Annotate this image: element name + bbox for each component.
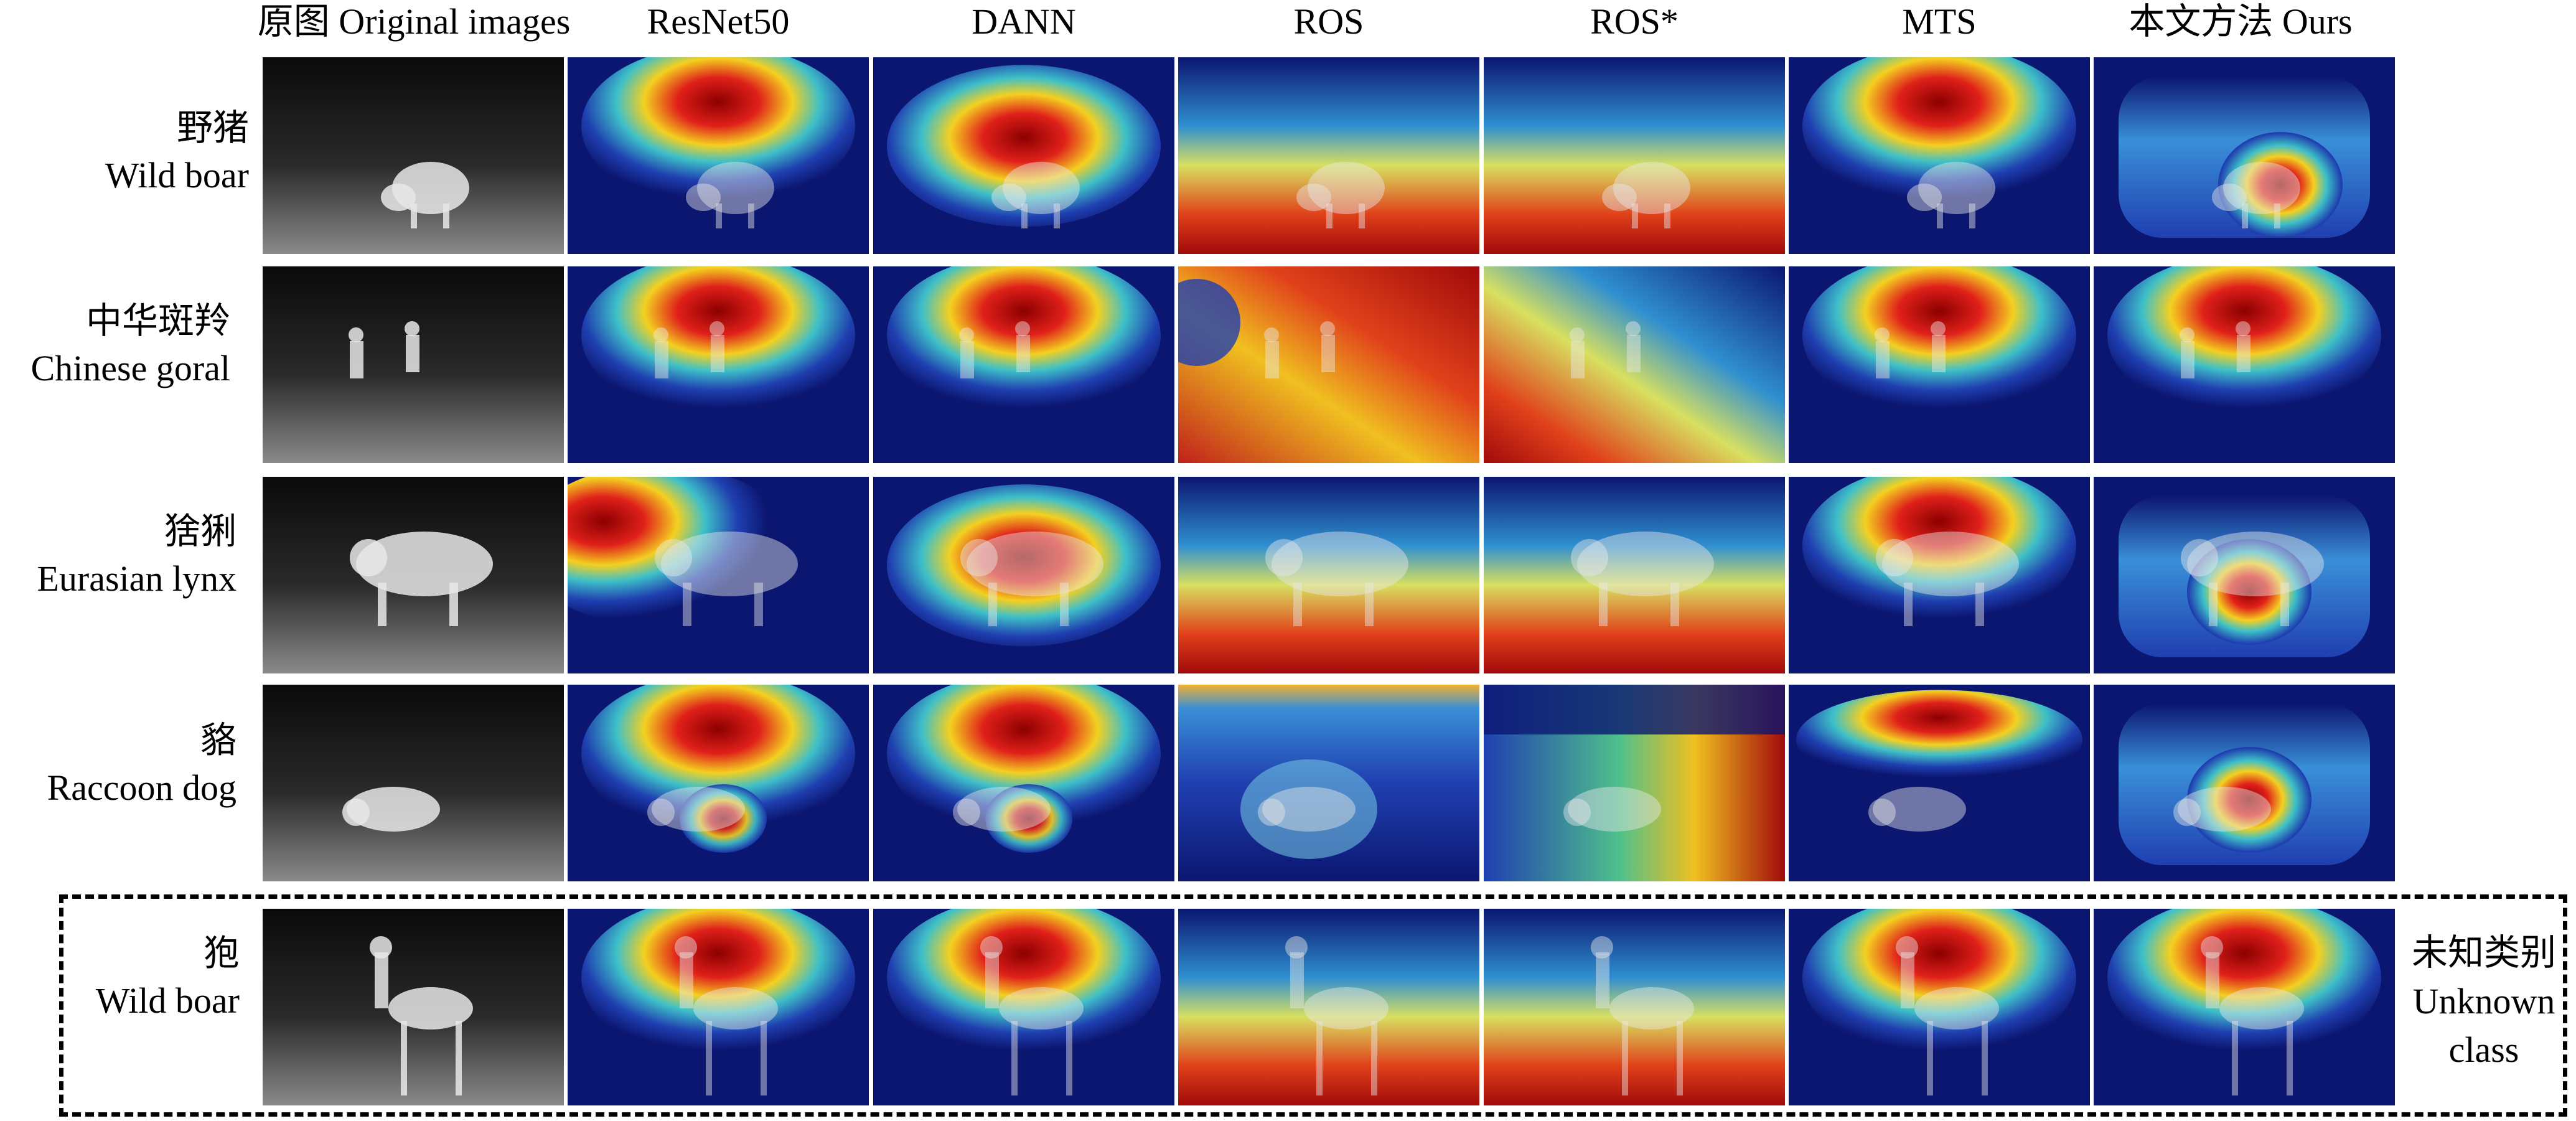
heatmap-graphic [1178, 57, 1479, 254]
original-image-graphic [263, 477, 564, 673]
column-header-dann: DANN [972, 1, 1076, 42]
heatmap-image [568, 266, 869, 463]
heatmap-image [1789, 909, 2090, 1105]
original-image [263, 685, 564, 881]
heatmap-image [2094, 909, 2395, 1105]
heatmap-image [1178, 909, 1479, 1105]
heatmap-graphic [1484, 477, 1785, 673]
heatmap-graphic [2094, 685, 2395, 881]
unknown-class-label: 未知类别 Unknown class [2394, 929, 2574, 1074]
row-label-wild-boar: 野猪 Wild boar [0, 105, 249, 199]
heatmap-graphic [2094, 266, 2395, 463]
row-label-roe-deer: 狍 Wild boar [0, 930, 240, 1025]
heatmap-image [568, 477, 869, 673]
original-image-graphic [263, 909, 564, 1105]
heatmap-graphic [2094, 477, 2395, 673]
heatmap-graphic [568, 57, 869, 254]
heatmap-graphic [1178, 685, 1479, 881]
original-image-graphic [263, 266, 564, 463]
heatmap-image [1484, 57, 1785, 254]
heatmap-image [1178, 477, 1479, 673]
column-header-resnet50: ResNet50 [647, 1, 790, 42]
original-image [263, 909, 564, 1105]
heatmap-graphic [873, 477, 1174, 673]
row-label-eurasian-lynx: 猞猁 Eurasian lynx [0, 508, 237, 603]
heatmap-image [1178, 266, 1479, 463]
heatmap-image [873, 477, 1174, 673]
heatmap-image [873, 909, 1174, 1105]
heatmap-graphic [568, 477, 869, 673]
heatmap-image [873, 57, 1174, 254]
heatmap-graphic [568, 266, 869, 463]
heatmap-image [873, 685, 1174, 881]
row-label-en: Eurasian lynx [37, 558, 237, 599]
row-label-zh: 中华斑羚 [85, 301, 230, 341]
heatmap-graphic [568, 685, 869, 881]
heatmap-graphic [2094, 909, 2395, 1105]
heatmap-graphic [1789, 909, 2090, 1105]
row-label-zh: 猞猁 [164, 511, 237, 551]
heatmap-image [873, 266, 1174, 463]
heatmap-image [1484, 266, 1785, 463]
heatmap-graphic [2094, 57, 2395, 254]
column-header-mts: MTS [1902, 1, 1977, 42]
heatmap-image [1789, 57, 2090, 254]
heatmap-image [568, 909, 869, 1105]
heatmap-image [568, 57, 869, 254]
heatmap-image [2094, 685, 2395, 881]
heatmap-graphic [1178, 477, 1479, 673]
row-label-en: Chinese goral [30, 348, 230, 388]
original-image [263, 477, 564, 673]
heatmap-graphic [1484, 266, 1785, 463]
original-image [263, 266, 564, 463]
column-header-original: 原图 Original images [257, 1, 571, 42]
heatmap-graphic [1789, 685, 2090, 881]
heatmap-image [2094, 57, 2395, 254]
heatmap-graphic [1789, 477, 2090, 673]
unknown-class-box [59, 894, 2567, 1117]
original-image-graphic [263, 685, 564, 881]
heatmap-image [2094, 266, 2395, 463]
heatmap-graphic [873, 266, 1174, 463]
heatmap-graphic [1178, 266, 1479, 463]
column-header-ours: 本文方法 Ours [2129, 1, 2353, 42]
column-header-ros-star: ROS* [1590, 1, 1679, 42]
heatmap-graphic [873, 57, 1174, 254]
original-image-graphic [263, 57, 564, 254]
heatmap-image [1484, 685, 1785, 881]
heatmap-image [1484, 477, 1785, 673]
heatmap-graphic [1178, 909, 1479, 1105]
row-label-raccoon-dog: 貉 Raccoon dog [0, 717, 237, 812]
heatmap-image [1178, 685, 1479, 881]
heatmap-graphic [873, 909, 1174, 1105]
heatmap-graphic [1484, 685, 1785, 881]
heatmap-image [1789, 477, 2090, 673]
heatmap-graphic [568, 909, 869, 1105]
heatmap-graphic [1789, 266, 2090, 463]
heatmap-image [1789, 266, 2090, 463]
row-label-zh: 野猪 [176, 108, 249, 148]
original-image [263, 57, 564, 254]
unknown-label-en-line1: Unknown [2412, 981, 2555, 1021]
row-label-en: Wild boar [105, 155, 249, 195]
unknown-label-en-line2: class [2448, 1030, 2519, 1070]
heatmap-graphic [1484, 909, 1785, 1105]
heatmap-image [1789, 685, 2090, 881]
row-label-zh: 貉 [200, 720, 237, 761]
heatmap-graphic [873, 685, 1174, 881]
heatmap-graphic [1484, 57, 1785, 254]
row-label-en: Raccoon dog [47, 767, 237, 808]
heatmap-image [1178, 57, 1479, 254]
row-label-en: Wild boar [95, 980, 240, 1021]
row-label-zh: 狍 [203, 933, 240, 973]
heatmap-graphic [1789, 57, 2090, 254]
row-label-chinese-goral: 中华斑羚 Chinese goral [0, 298, 230, 392]
heatmap-image [1484, 909, 1785, 1105]
heatmap-image [568, 685, 869, 881]
heatmap-image [2094, 477, 2395, 673]
column-header-ros: ROS [1293, 1, 1364, 42]
unknown-label-zh: 未知类别 [2411, 932, 2556, 973]
